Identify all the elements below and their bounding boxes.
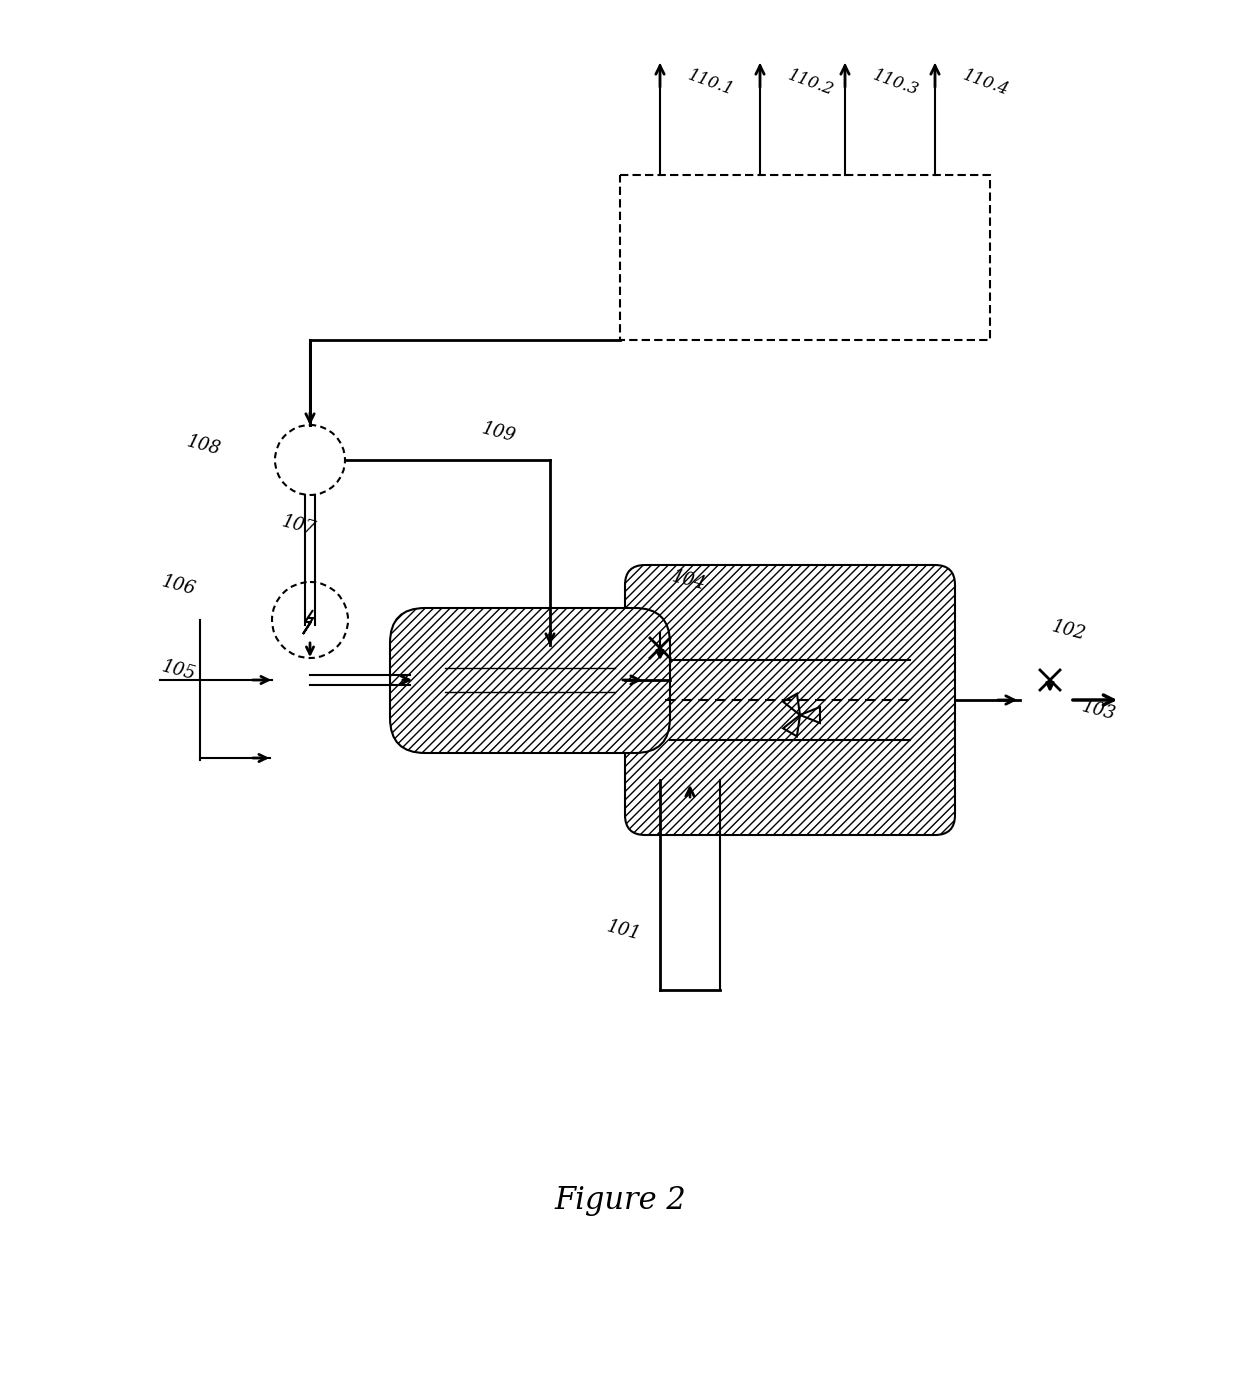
- Text: 109: 109: [480, 419, 518, 446]
- Text: 104: 104: [670, 567, 708, 594]
- Text: Figure 2: Figure 2: [554, 1185, 686, 1215]
- Text: 108: 108: [185, 433, 223, 459]
- Text: 106: 106: [160, 573, 198, 599]
- Text: 102: 102: [1050, 617, 1087, 644]
- Text: 105: 105: [160, 657, 198, 684]
- FancyBboxPatch shape: [625, 565, 955, 835]
- Text: 110.3: 110.3: [870, 66, 920, 100]
- Text: 110.2: 110.2: [785, 66, 836, 100]
- Text: 110.1: 110.1: [684, 66, 735, 100]
- Text: 110.4: 110.4: [960, 66, 1011, 100]
- FancyBboxPatch shape: [391, 608, 670, 753]
- Text: 103: 103: [1080, 698, 1118, 724]
- Bar: [620, 174, 990, 340]
- Text: 101: 101: [605, 918, 644, 944]
- Text: 107: 107: [280, 512, 317, 538]
